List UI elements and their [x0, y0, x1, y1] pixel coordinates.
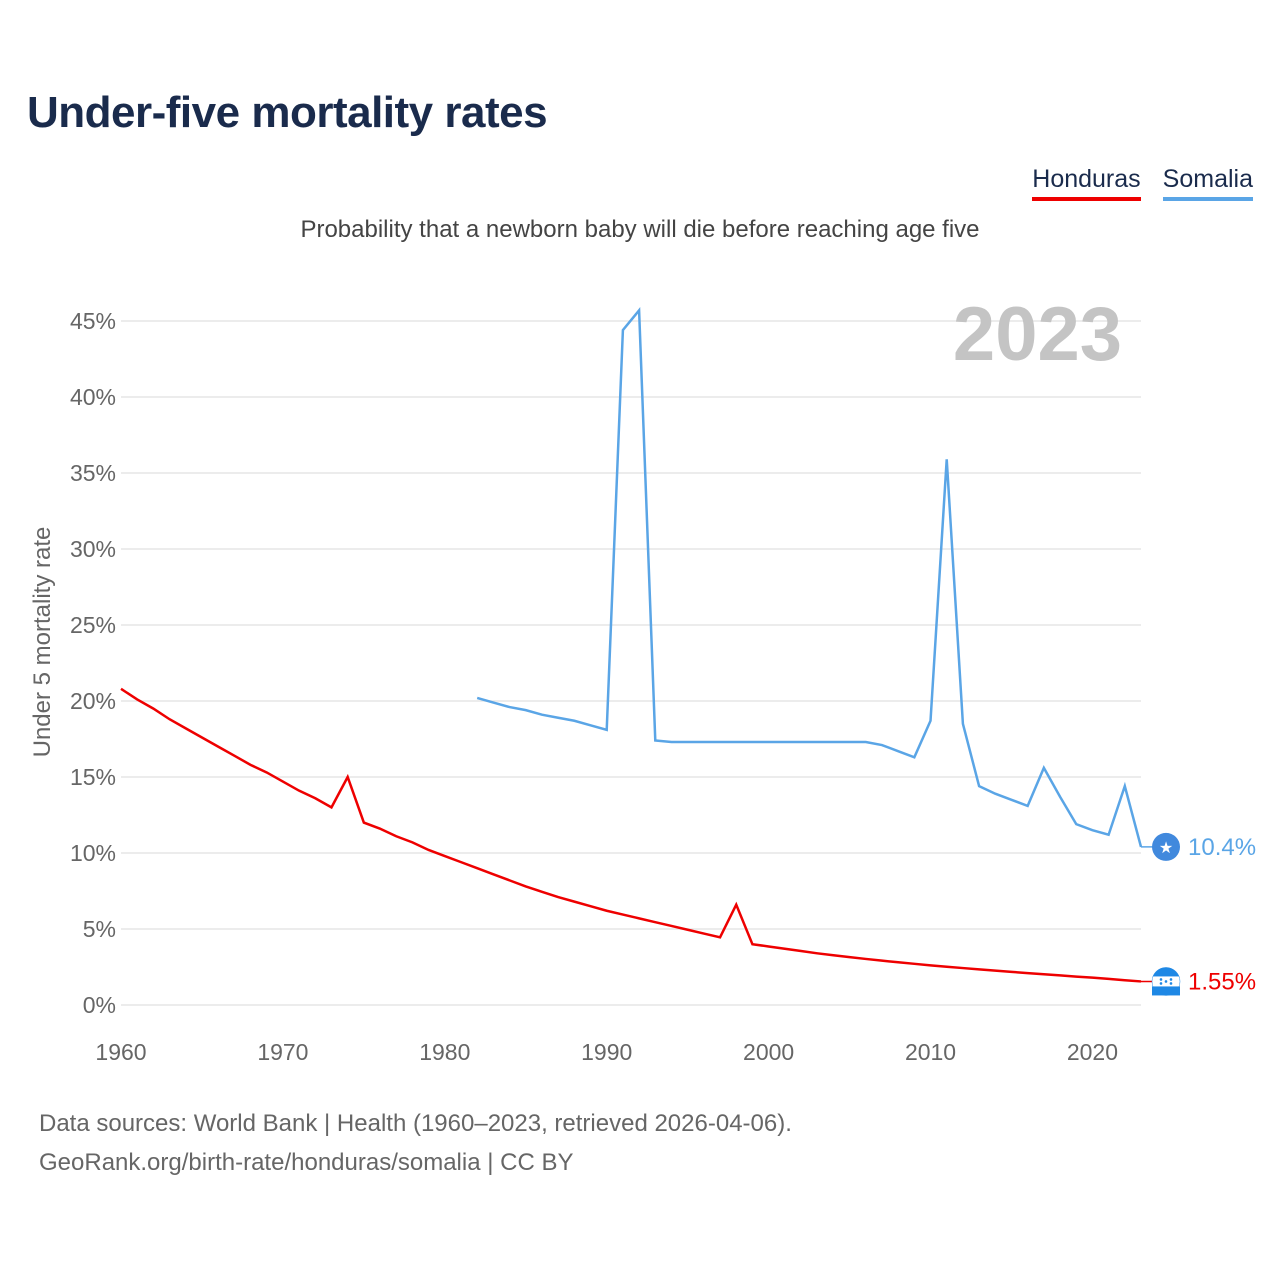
- y-tick-label: 45%: [70, 308, 116, 334]
- x-tick-label: 1990: [581, 1039, 632, 1065]
- series-line-honduras[interactable]: [120, 687, 1142, 983]
- year-watermark: 2023: [953, 292, 1122, 377]
- legend-item-somalia[interactable]: Somalia: [1162, 165, 1253, 201]
- data-source-note: Data sources: World Bank | Health (1960–…: [39, 1110, 792, 1137]
- gridlines: [121, 320, 1141, 1006]
- y-tick-label: 40%: [70, 384, 116, 410]
- svg-text:★: ★: [1159, 840, 1173, 857]
- chart-subtitle: Probability that a newborn baby will die…: [300, 216, 980, 243]
- x-tick-label: 1970: [257, 1039, 308, 1065]
- x-tick-label: 1960: [95, 1039, 146, 1065]
- flag-somalia-icon: ★: [1152, 832, 1180, 861]
- x-tick-label: 1980: [419, 1039, 470, 1065]
- y-tick-label: 15%: [70, 764, 116, 790]
- y-tick-label: 25%: [70, 612, 116, 638]
- y-axis-label: Under 5 mortality rate: [29, 527, 56, 758]
- x-tick-label: 2010: [905, 1039, 956, 1065]
- footer: Data sources: World Bank | Health (1960–…: [39, 1104, 792, 1182]
- y-tick-label: 10%: [70, 840, 116, 866]
- legend: Honduras Somalia: [1032, 165, 1253, 201]
- y-tick-label: 0%: [83, 992, 116, 1018]
- end-markers: 1.55% ★ 10.4%: [1141, 832, 1256, 996]
- chart-title: Under-five mortality rates: [27, 88, 548, 137]
- attribution-link[interactable]: GeoRank.org/birth-rate/honduras/somalia …: [39, 1149, 574, 1176]
- end-value-honduras: 1.55%: [1188, 968, 1256, 995]
- y-tick-label: 30%: [70, 536, 116, 562]
- series-lines: [120, 307, 1143, 983]
- y-tick-label: 20%: [70, 688, 116, 714]
- y-axis-ticks: 0% 5% 10% 15% 20% 25% 30% 35% 40% 45%: [70, 308, 116, 1018]
- y-tick-label: 35%: [70, 460, 116, 486]
- flag-honduras-icon: [1151, 967, 1181, 996]
- x-tick-label: 2000: [743, 1039, 794, 1065]
- y-tick-label: 5%: [83, 916, 116, 942]
- x-tick-label: 2020: [1067, 1039, 1118, 1065]
- x-axis-ticks: 1960 1970 1980 1990 2000 2010 2020: [95, 1039, 1118, 1065]
- end-value-somalia: 10.4%: [1188, 834, 1256, 861]
- series-line-somalia[interactable]: [476, 307, 1143, 848]
- legend-item-honduras[interactable]: Honduras: [1032, 165, 1141, 201]
